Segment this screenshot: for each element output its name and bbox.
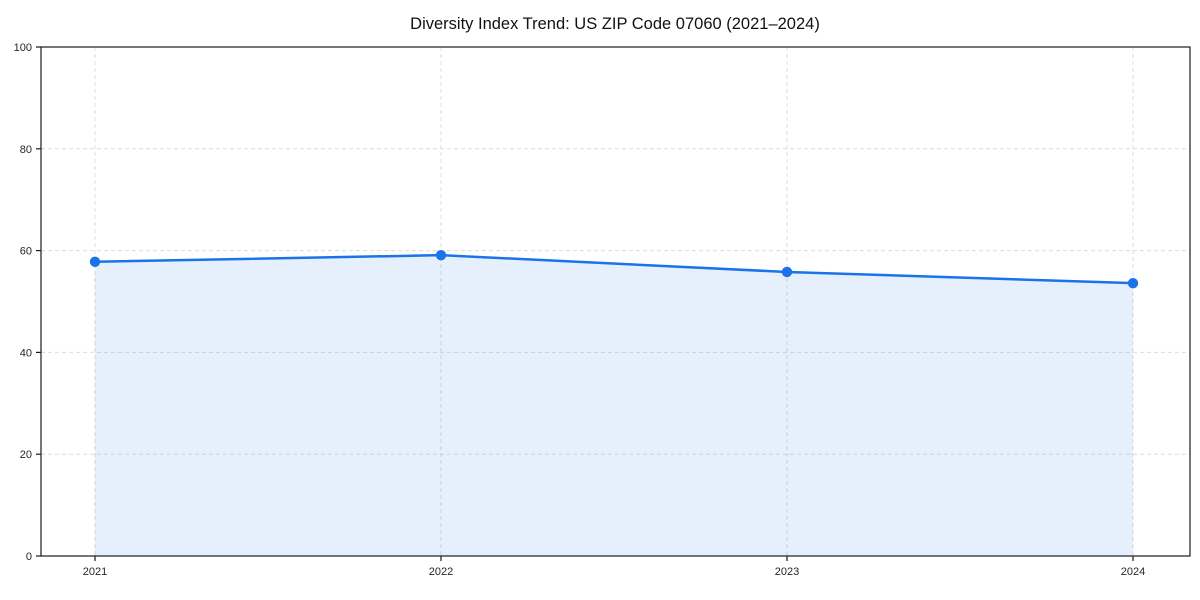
x-tick-label: 2021	[83, 566, 107, 578]
x-tick-label: 2023	[775, 566, 799, 578]
x-tick-label: 2024	[1121, 566, 1145, 578]
data-point-marker	[435, 249, 447, 261]
y-tick-label: 20	[20, 449, 32, 461]
data-point-marker	[1127, 277, 1139, 289]
data-point-marker	[781, 266, 793, 278]
data-point-marker	[89, 256, 101, 267]
y-tick-label: 60	[20, 246, 32, 258]
plot-frame	[40, 46, 1191, 557]
data-line	[93, 253, 1135, 285]
x-tick-label: 2022	[429, 566, 453, 578]
y-tick-label: 80	[20, 144, 32, 156]
chart-title: Diversity Index Trend: US ZIP Code 07060…	[410, 15, 820, 33]
area-fill	[95, 255, 1133, 556]
y-tick-label: 40	[20, 347, 32, 359]
y-tick-label: 100	[14, 42, 32, 54]
y-tick-label: 0	[26, 551, 32, 563]
